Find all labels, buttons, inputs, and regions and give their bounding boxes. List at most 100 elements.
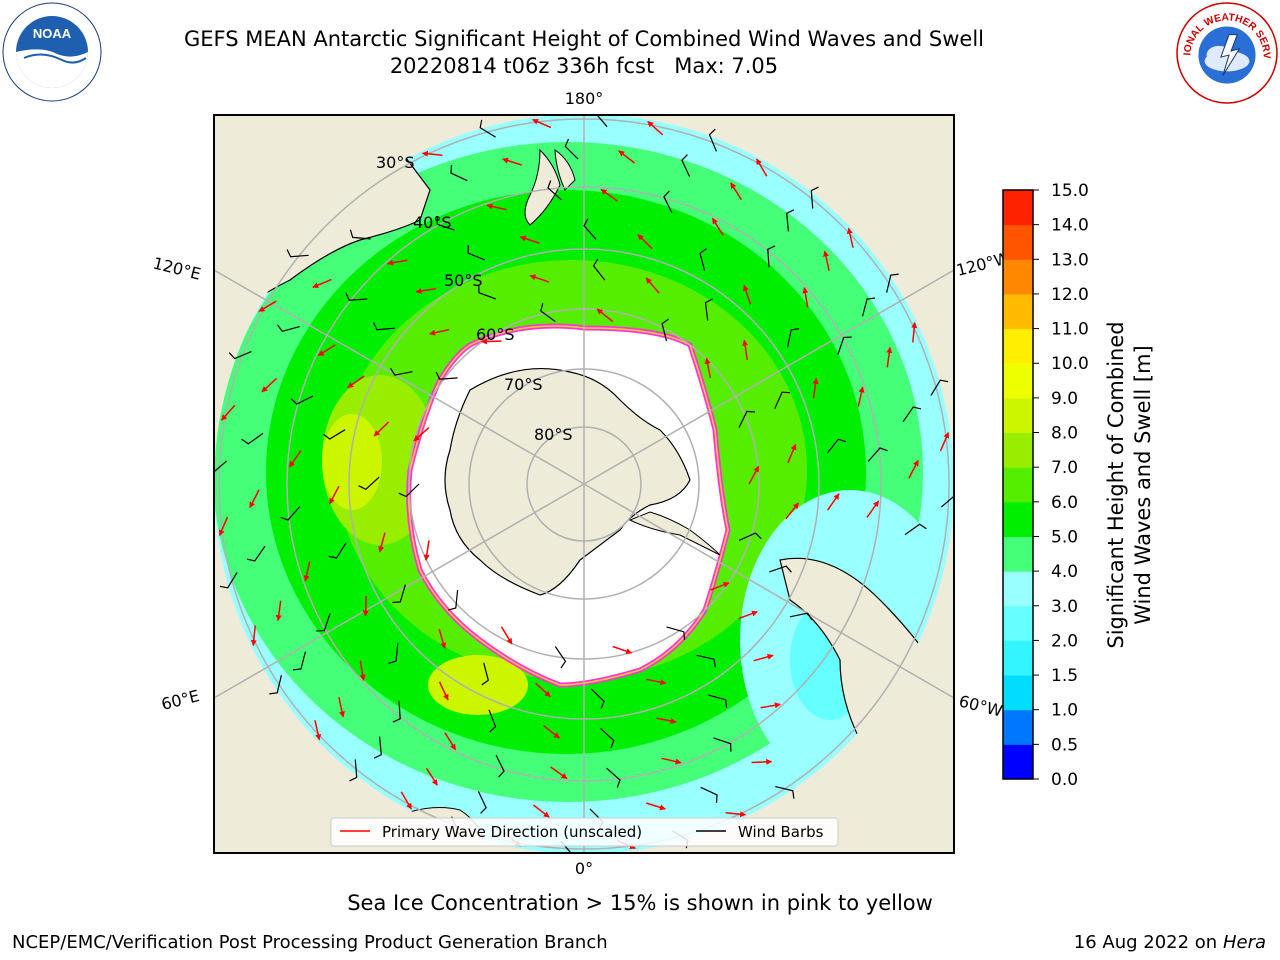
lat-label-40s: 40°S (413, 213, 452, 232)
wave-arrow (618, 150, 636, 164)
wave-arrow (711, 217, 724, 236)
wind-barb (708, 694, 728, 708)
colorbar-tick-label: 15.0 (1051, 181, 1089, 201)
colorbar-tick-label: 9.0 (1051, 389, 1078, 409)
wave-arrow (415, 288, 437, 294)
wave-arrow (378, 532, 386, 553)
colorbar-frame (1002, 189, 1034, 780)
wave-arrow (846, 227, 854, 248)
wind-barb (904, 523, 927, 536)
wave-arrow (328, 485, 340, 505)
wave-arrow (857, 386, 865, 407)
lat-label-30s: 30°S (376, 153, 415, 172)
wave-arrow (725, 811, 747, 818)
colorbar-segment (1003, 190, 1033, 226)
wave-arrow (250, 625, 257, 647)
wind-barb (769, 565, 792, 573)
wave-arrow (596, 308, 614, 323)
colorbar-tick-label: 11.0 (1051, 320, 1089, 340)
wave-direction-arrows (218, 118, 950, 850)
wave-arrow (661, 757, 682, 765)
chart-title: GEFS MEAN Antarctic Significant Height o… (183, 27, 985, 51)
wind-barb (219, 572, 238, 589)
wind-barb (358, 476, 380, 491)
wave-arrow (387, 259, 408, 266)
wind-barb (666, 626, 686, 640)
wave-arrow (444, 732, 457, 751)
wave-arrow (288, 450, 302, 468)
colorbar-segment (1003, 605, 1033, 641)
wave-arrow (612, 645, 633, 655)
wind-barb (696, 654, 716, 668)
wind-barb (663, 190, 673, 214)
colorbar-segment (1003, 709, 1033, 745)
wind-barb (590, 688, 605, 709)
wave-arrow (748, 465, 760, 485)
wind-barb (228, 351, 252, 360)
wave-arrow (438, 628, 447, 649)
wind-barb (940, 495, 954, 508)
wind-barb (481, 662, 489, 686)
wave-arrow (812, 377, 819, 399)
wave-arrow (535, 682, 551, 698)
wave-arrow (438, 681, 449, 701)
noaa-logo-text: NOAA (33, 26, 72, 41)
wind-barb (373, 736, 382, 759)
wave-arrow (480, 338, 502, 345)
wind-barb (767, 245, 776, 268)
wave-arrow (646, 678, 667, 686)
wind-barb (583, 218, 597, 240)
colorbar-segment (1003, 293, 1033, 330)
wind-barb (345, 292, 368, 301)
wind-barb (699, 248, 707, 271)
wave-arrow (647, 120, 664, 136)
wave-arrow (600, 188, 618, 202)
wind-barb (786, 328, 800, 348)
lat-label-50s: 50°S (444, 271, 483, 290)
wave-arrow (704, 357, 712, 379)
colorbar-tick-label: 1.0 (1051, 701, 1078, 721)
wave-arrow (359, 660, 366, 681)
wave-arrow (429, 328, 450, 336)
map-frame-content (214, 115, 954, 853)
lat-label-60s: 60°S (476, 325, 515, 344)
wind-barb (661, 318, 669, 342)
colorbar-tick-label: 0.0 (1051, 770, 1078, 790)
wind-barb (826, 438, 847, 454)
wave-arrow (826, 493, 840, 511)
wave-arrow (886, 346, 893, 368)
wind-barb (606, 767, 621, 788)
wind-barb (547, 180, 562, 201)
wind-barb (290, 395, 314, 405)
wave-arrow (314, 720, 322, 741)
wind-barb (837, 336, 852, 355)
wave-arrow (753, 653, 774, 662)
colorbar-tick-label: 5.0 (1051, 527, 1078, 547)
wave-arrow (802, 287, 809, 308)
wind-barb (774, 391, 791, 409)
wave-arrow (645, 802, 666, 811)
wind-barb (349, 759, 358, 782)
wave-arrow (425, 767, 438, 786)
wave-arrow (373, 421, 390, 437)
wave-arrow (738, 610, 758, 620)
wave-arrow (532, 804, 550, 818)
wave-arrow (637, 234, 653, 250)
wave-arrow (347, 375, 365, 389)
wind-barb (286, 249, 309, 258)
lat-label-80s: 80°S (534, 425, 573, 444)
wind-barb (477, 791, 487, 814)
wind-barb (867, 447, 888, 462)
wind-barb (540, 303, 556, 322)
wave-arrow (220, 404, 236, 421)
wave-arrow (645, 277, 660, 294)
colorbar-segment (1003, 571, 1033, 607)
wind-barb (390, 367, 413, 376)
wave-arrow (742, 284, 752, 305)
wind-barb (704, 298, 713, 321)
wave-arrow (303, 561, 311, 582)
wind-barb (478, 284, 497, 300)
wind-barb (328, 542, 347, 559)
wave-arrow (312, 278, 332, 288)
chart-subtitle: 20220814 t06z 336h fcst Max: 7.05 (389, 54, 779, 78)
